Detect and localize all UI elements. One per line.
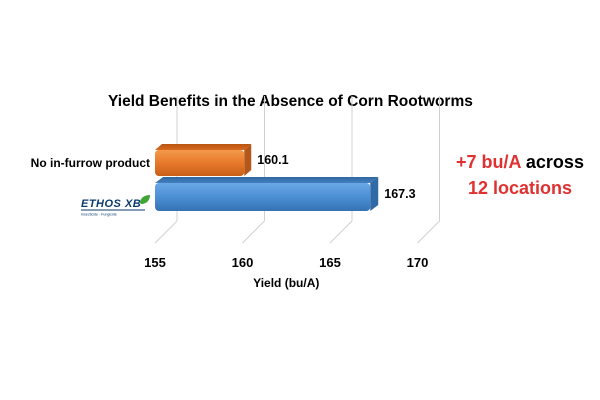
callout-yield-gain: +7 bu/A (456, 152, 521, 172)
label-layer: 155 160 165 170 Yield (bu/A) 160.1 167.3 No in-… (31, 153, 429, 290)
bar-no-in-furrow-side (244, 144, 252, 176)
x-tick-label: 155 (144, 255, 166, 270)
logo-tagline: Insecticide · Fungicide (81, 213, 117, 217)
bar-ethos-xb (155, 183, 371, 211)
bar-no-in-furrow (155, 150, 245, 176)
data-label: 167.3 (384, 187, 415, 201)
gridline-floor-160 (242, 220, 265, 244)
callout-locations: 12 locations (467, 178, 573, 198)
logo-underline (81, 209, 145, 211)
x-axis-title: Yield (bu/A) (253, 276, 319, 290)
x-tick-label: 160 (232, 255, 254, 270)
logo-text: ETHOS XB (81, 198, 141, 210)
bar-ethos-xb-top (155, 177, 379, 183)
bar-ethos-xb-side (370, 177, 379, 211)
x-tick-label: 170 (407, 255, 429, 270)
data-label: 160.1 (257, 153, 288, 167)
chart-title-text: Yield Benefits in the Absence of Corn Ro… (108, 93, 473, 110)
bar-no-in-furrow-top (155, 144, 252, 150)
x-tick-label: 165 (319, 255, 341, 270)
bar-layer (155, 144, 379, 211)
callout-line-1: +7 bu/A across (440, 149, 600, 175)
gridline-floor-155 (154, 220, 178, 244)
ethos-xb-logo: ETHOS XB Insecticide · Fungicide (80, 194, 152, 218)
callout: +7 bu/A across 12 locations (440, 149, 600, 201)
leaf-icon (140, 195, 150, 204)
callout-across: across (525, 152, 584, 172)
category-label: No in-furrow product (31, 156, 150, 170)
gridline-floor-170 (417, 220, 440, 244)
gridline-floor-165 (329, 220, 353, 244)
